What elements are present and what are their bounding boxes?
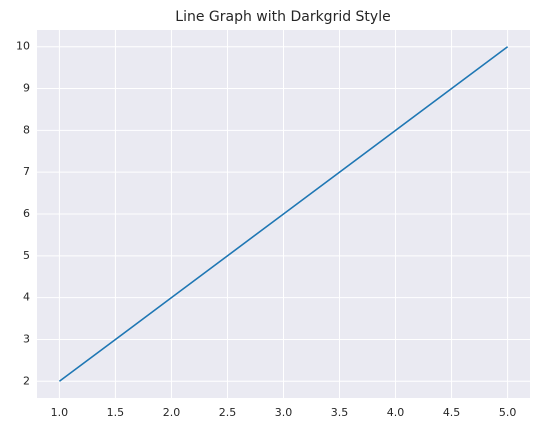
y-tick-label: 4	[23, 291, 30, 304]
x-tick-label: 2.0	[163, 406, 181, 419]
y-tick-label: 10	[16, 40, 30, 53]
y-tick-label: 2	[23, 374, 30, 387]
y-tick-label: 5	[23, 249, 30, 262]
y-tick-label: 7	[23, 165, 30, 178]
y-tick-label: 3	[23, 332, 30, 345]
x-tick-label: 3.5	[331, 406, 349, 419]
x-tick-label: 4.0	[387, 406, 405, 419]
chart-title: Line Graph with Darkgrid Style	[175, 9, 390, 25]
x-tick-label: 3.0	[275, 406, 293, 419]
y-tick-label: 6	[23, 207, 30, 220]
x-tick-label: 4.5	[443, 406, 461, 419]
y-tick-label: 9	[23, 82, 30, 95]
x-tick-label: 2.5	[219, 406, 237, 419]
x-tick-label: 1.5	[107, 406, 125, 419]
line	[58, 46, 509, 382]
x-tick-label: 1.0	[51, 406, 69, 419]
x-tick-label: 5.0	[499, 406, 517, 419]
y-tick-label: 8	[23, 123, 30, 136]
